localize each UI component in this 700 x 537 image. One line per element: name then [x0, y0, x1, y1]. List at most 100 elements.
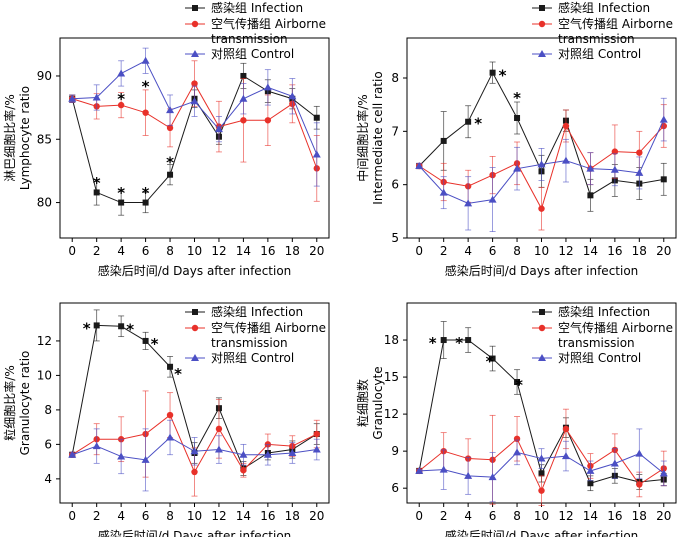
- significance-mark: *: [126, 320, 134, 338]
- data-point: [439, 188, 448, 196]
- x-tick-label: 20: [656, 244, 671, 258]
- y-tick-label: 90: [37, 69, 52, 83]
- y-axis-label-cn: 粒细胞数: [355, 379, 370, 427]
- significance-mark: *: [515, 376, 523, 394]
- data-point: [264, 117, 272, 124]
- y-tick-label: 9: [391, 444, 399, 458]
- series-control: [68, 47, 321, 187]
- data-point: [93, 322, 100, 329]
- data-point: [118, 199, 125, 206]
- y-tick-label: 5: [391, 231, 399, 245]
- significance-mark: *: [513, 89, 521, 107]
- data-point: [538, 205, 545, 212]
- data-point: [117, 452, 126, 460]
- legend-label-infection: 感染组 Infection: [558, 0, 650, 15]
- legend-label-airborne: 空气传播组 Airborne: [211, 16, 326, 31]
- x-tick-label: 8: [166, 244, 174, 258]
- y-axis-label-cn: 淋巴细胞比率/%: [2, 94, 17, 181]
- x-axis-label: 感染后时间/d Days after infection: [98, 263, 292, 278]
- data-point: [562, 425, 570, 433]
- y-tick-label: 6: [391, 481, 399, 495]
- data-point: [288, 92, 297, 100]
- significance-mark: *: [486, 353, 494, 371]
- data-point: [167, 171, 174, 178]
- y-tick-label: 12: [384, 407, 399, 421]
- data-point: [214, 125, 223, 133]
- data-point: [190, 97, 199, 105]
- data-point: [538, 487, 545, 494]
- data-point: [166, 433, 175, 441]
- x-tick-label: 2: [93, 509, 101, 523]
- data-point: [636, 149, 643, 156]
- legend-label-control: 对照组 Control: [558, 47, 641, 61]
- significance-mark: *: [142, 184, 150, 202]
- legend-label-control: 对照组 Control: [211, 351, 294, 365]
- series-control: [415, 428, 668, 503]
- data-point: [263, 83, 272, 91]
- data-point: [166, 106, 175, 114]
- y-tick-label: 80: [37, 196, 52, 210]
- y-axis-label-en: Intermediate cell ratio: [371, 71, 385, 204]
- legend-label-infection: 感染组 Infection: [211, 0, 303, 15]
- x-tick-label: 18: [285, 244, 300, 258]
- data-point: [440, 337, 447, 344]
- data-point: [611, 148, 619, 155]
- x-tick-label: 16: [607, 244, 622, 258]
- data-point: [92, 442, 101, 450]
- x-tick-label: 0: [68, 244, 76, 258]
- x-tick-label: 0: [415, 244, 423, 258]
- data-point: [240, 117, 247, 124]
- legend-label-control: 对照组 Control: [211, 47, 294, 61]
- x-tick-label: 8: [513, 509, 521, 523]
- y-axis-label-en: Granulocyte ratio: [18, 351, 32, 456]
- legend-marker-airborne: [538, 20, 546, 28]
- data-point: [514, 115, 521, 121]
- data-point: [440, 137, 447, 144]
- y-tick-label: 8: [44, 403, 52, 417]
- legend-label-airborne: 空气传播组 Airborne: [558, 320, 673, 335]
- data-point: [239, 450, 248, 458]
- data-point: [537, 454, 546, 462]
- x-tick-label: 12: [558, 244, 573, 258]
- x-tick-label: 6: [489, 244, 497, 258]
- data-point: [240, 467, 247, 474]
- y-tick-label: 85: [37, 132, 52, 146]
- data-point: [561, 156, 570, 164]
- significance-mark: *: [429, 334, 437, 352]
- data-point: [214, 445, 223, 453]
- data-point: [586, 164, 595, 172]
- data-point: [312, 445, 321, 453]
- data-point: [635, 449, 644, 457]
- data-point: [561, 452, 570, 460]
- data-point: [659, 115, 668, 123]
- x-tick-label: 6: [142, 244, 150, 258]
- data-point: [465, 118, 472, 125]
- y-axis-label-en: Granulocyte: [371, 366, 385, 439]
- x-tick-label: 20: [309, 509, 324, 523]
- data-point: [537, 160, 546, 168]
- y-tick-label: 18: [384, 333, 399, 347]
- y-tick-label: 6: [391, 178, 399, 192]
- x-tick-label: 20: [309, 244, 324, 258]
- data-point: [118, 323, 125, 330]
- x-tick-label: 16: [260, 509, 275, 523]
- legend-marker-control: [191, 50, 199, 57]
- x-axis-label: 感染后时间/d Days after infection: [98, 528, 292, 537]
- legend-label-control: 对照组 Control: [558, 351, 641, 365]
- x-tick-label: 2: [440, 509, 448, 523]
- data-point: [215, 425, 223, 433]
- data-point: [166, 411, 174, 419]
- data-point: [610, 165, 619, 173]
- legend-label-airborne: 空气传播组 Airborne: [211, 320, 326, 335]
- data-point: [68, 450, 77, 458]
- data-point: [489, 69, 496, 76]
- x-tick-label: 18: [285, 509, 300, 523]
- x-tick-label: 10: [187, 244, 202, 258]
- data-point: [660, 176, 667, 183]
- data-point: [587, 480, 594, 487]
- data-point: [288, 449, 297, 456]
- legend-label-infection: 感染组 Infection: [558, 304, 650, 319]
- x-tick-label: 8: [513, 244, 521, 258]
